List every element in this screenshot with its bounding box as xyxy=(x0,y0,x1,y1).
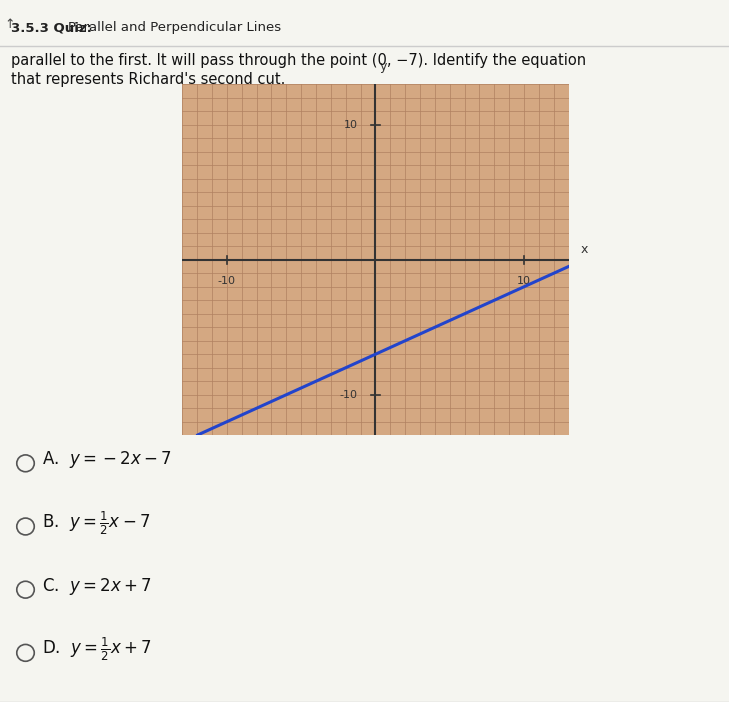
Text: y: y xyxy=(380,60,387,74)
Text: C.  $y = 2x + 7$: C. $y = 2x + 7$ xyxy=(42,576,152,597)
Text: Parallel and Perpendicular Lines: Parallel and Perpendicular Lines xyxy=(68,21,281,34)
Text: B.  $y = \frac{1}{2}x - 7$: B. $y = \frac{1}{2}x - 7$ xyxy=(42,509,151,537)
Text: -10: -10 xyxy=(340,390,358,399)
Text: ↑: ↑ xyxy=(4,18,15,31)
Text: A.  $y = -2x - 7$: A. $y = -2x - 7$ xyxy=(42,449,172,470)
Text: 10: 10 xyxy=(343,120,358,130)
Text: that represents Richard's second cut.: that represents Richard's second cut. xyxy=(11,72,285,86)
Text: x: x xyxy=(580,243,588,256)
Text: parallel to the first. It will pass through the point (0, −7). Identify the equa: parallel to the first. It will pass thro… xyxy=(11,53,586,67)
Text: 10: 10 xyxy=(517,276,531,286)
Text: D.  $y = \frac{1}{2}x + 7$: D. $y = \frac{1}{2}x + 7$ xyxy=(42,635,152,663)
Text: -10: -10 xyxy=(218,276,235,286)
Text: 3.5.3 Quiz:: 3.5.3 Quiz: xyxy=(11,21,92,34)
